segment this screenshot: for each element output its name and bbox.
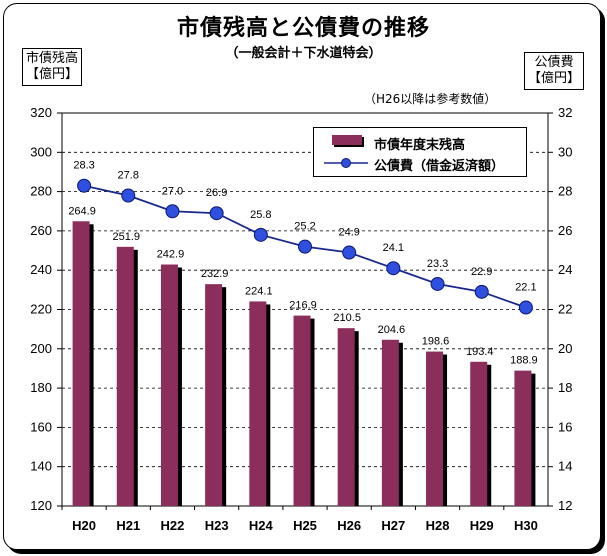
x-axis-tick-label: H29: [470, 518, 494, 533]
x-axis-tick-label: H27: [381, 518, 405, 533]
right-axis-tick-label: 16: [558, 419, 572, 434]
right-axis-tick-label: 22: [558, 302, 572, 317]
line-data-label: 25.8: [250, 209, 271, 221]
x-axis-tick-label: H20: [72, 518, 96, 533]
bar-data-label: 198.6: [422, 336, 450, 348]
left-axis-tick-label: 200: [30, 341, 52, 356]
bar-data-label: 204.6: [378, 324, 406, 336]
bar-data-label: 264.9: [68, 205, 96, 217]
line-point: [474, 284, 489, 299]
line-point: [298, 239, 312, 254]
x-axis-tick-label: H26: [337, 518, 361, 533]
x-axis-tick-label: H30: [514, 518, 538, 533]
left-axis-tick-label: 160: [30, 419, 52, 434]
bar: [72, 221, 90, 507]
left-axis-tick-label: 240: [30, 262, 52, 277]
bar: [205, 284, 223, 506]
line-data-label: 24.9: [338, 227, 359, 239]
reference-note: （H26以降は参考数値）: [364, 92, 497, 106]
line-point: [121, 188, 136, 203]
line-data-label: 26.9: [206, 187, 227, 199]
line-data-label: 24.1: [383, 242, 404, 254]
left-axis-tick-label: 220: [30, 302, 52, 317]
right-axis-tick-label: 18: [558, 380, 572, 395]
line-data-label: 27.0: [162, 185, 183, 197]
legend-bar-swatch: [332, 135, 364, 147]
x-axis-tick-label: H21: [116, 518, 140, 533]
left-axis-tick-label: 180: [30, 380, 52, 395]
line-point: [77, 178, 92, 193]
line-point: [342, 245, 357, 260]
chart-title: 市債残高と公債費の推移: [176, 16, 430, 41]
bar-data-label: 242.9: [157, 249, 185, 261]
line-data-label: 23.3: [427, 258, 448, 270]
line-data-label: 28.3: [73, 160, 94, 172]
left-axis-tick-label: 320: [30, 105, 52, 120]
right-axis-tick-label: 12: [558, 498, 572, 513]
line-point: [253, 227, 268, 242]
line-data-label: 22.9: [471, 266, 492, 278]
right-axis-tick-label: 14: [558, 459, 572, 474]
bar-data-label: 188.9: [510, 355, 538, 367]
bar: [514, 370, 532, 506]
right-axis-tick-label: 30: [558, 144, 572, 159]
legend-label-line: 公債費（借金返済額）: [374, 159, 505, 174]
bar: [470, 361, 488, 506]
x-axis-tick-label: H25: [293, 518, 317, 533]
line-data-label: 22.1: [515, 282, 536, 294]
bar: [249, 301, 267, 506]
bar-data-label: 232.9: [201, 268, 229, 280]
bar: [337, 328, 355, 506]
bar: [293, 315, 311, 506]
line-point: [430, 276, 445, 291]
x-axis-tick-label: H22: [161, 518, 185, 533]
bar-data-label: 251.9: [113, 231, 141, 243]
left-axis-tick-label: 280: [30, 184, 52, 199]
bar-data-label: 210.5: [333, 312, 361, 324]
right-axis-unit: 公債費 【億円】: [524, 52, 585, 90]
right-axis-tick-label: 24: [558, 262, 572, 277]
right-unit-line-1: 公債費: [534, 55, 574, 70]
chart-subtitle: （一般会計＋下水道特会）: [225, 46, 382, 61]
bar-data-label: 216.9: [289, 300, 317, 312]
right-axis-tick-label: 20: [558, 341, 572, 356]
left-axis-tick-label: 300: [30, 144, 52, 159]
right-axis-tick-label: 28: [558, 184, 572, 199]
legend-item-line: 公債費（借金返済額）: [314, 153, 526, 174]
x-axis-tick-label: H28: [426, 518, 450, 533]
right-unit-line-2: 【億円】: [528, 71, 581, 86]
left-unit-line-1: 市債残高: [26, 51, 79, 66]
legend-line-swatch: [324, 158, 368, 168]
line-point: [209, 206, 224, 221]
line-data-label: 27.8: [118, 170, 139, 182]
line-point: [386, 261, 401, 276]
legend-label-bar: 市債年度末残高: [374, 138, 466, 153]
left-axis-unit: 市債残高 【億円】: [22, 48, 83, 86]
bar-data-label: 193.4: [466, 346, 494, 358]
line-point: [518, 300, 533, 315]
line-data-label: 25.2: [294, 221, 315, 233]
bar: [426, 351, 444, 506]
right-axis-tick-label: 26: [558, 223, 572, 238]
bar: [381, 339, 399, 506]
left-axis-tick-label: 120: [30, 498, 52, 513]
bar: [160, 264, 178, 506]
x-axis-tick-label: H23: [205, 518, 229, 533]
right-axis-tick-label: 32: [558, 105, 572, 120]
legend-item-bar: 市債年度末残高: [314, 132, 526, 153]
left-unit-line-2: 【億円】: [26, 67, 79, 82]
bar-data-label: 224.1: [245, 285, 273, 297]
x-axis-tick-label: H24: [249, 518, 274, 533]
bar: [116, 246, 134, 506]
line-point: [165, 204, 180, 219]
left-axis-tick-label: 260: [30, 223, 52, 238]
legend: 市債年度末残高 公債費（借金返済額）: [313, 127, 527, 177]
left-axis-tick-label: 140: [30, 459, 52, 474]
